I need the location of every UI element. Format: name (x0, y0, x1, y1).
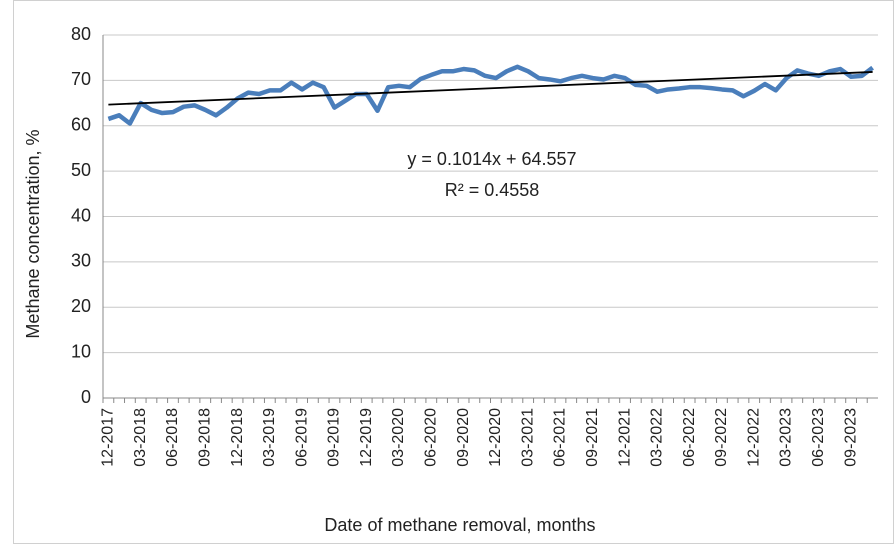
x-tick-label: 06-2021 (552, 408, 569, 467)
y-tick-label: 10 (71, 341, 91, 361)
x-tick-label: 12-2021 (616, 408, 633, 467)
x-tick-label: 03-2020 (390, 408, 407, 467)
y-tick-label: 50 (71, 160, 91, 180)
x-tick-label: 03-2018 (132, 408, 149, 467)
data-line (107, 64, 874, 126)
chart-border (13, 0, 894, 544)
x-tick-label: 12-2018 (229, 408, 246, 467)
x-tick-label: 09-2022 (713, 408, 730, 467)
x-tick-label: 09-2023 (842, 408, 859, 467)
y-tick-label: 80 (71, 24, 91, 44)
x-tick-label: 09-2019 (326, 408, 343, 467)
y-tick-label: 40 (71, 205, 91, 225)
x-tick-label: 09-2020 (455, 408, 472, 467)
trend-r2: R² = 0.4558 (445, 180, 540, 200)
x-tick-label: 09-2021 (584, 408, 601, 467)
x-tick-label: 09-2018 (196, 408, 213, 467)
y-tick-label: 20 (71, 296, 91, 316)
x-tick-label: 12-2017 (100, 408, 117, 467)
y-tick-label: 60 (71, 115, 91, 135)
x-tick-label: 06-2020 (423, 408, 440, 467)
y-tick-label: 0 (81, 387, 91, 407)
trend-line (108, 71, 873, 106)
x-tick-label: 12-2020 (487, 408, 504, 467)
trend-equation: y = 0.1014x + 64.557 (407, 149, 576, 169)
x-tick-label: 03-2021 (519, 408, 536, 467)
x-tick-label: 06-2023 (810, 408, 827, 467)
x-tick-label: 06-2022 (681, 408, 698, 467)
x-tick-label: 03-2019 (261, 408, 278, 467)
x-tick-label: 03-2023 (778, 408, 795, 467)
x-tick-label: 03-2022 (649, 408, 666, 467)
x-tick-label: 06-2019 (293, 408, 310, 467)
y-tick-label: 70 (71, 69, 91, 89)
y-axis-title: Methane concentration, % (23, 129, 43, 338)
x-tick-label: 06-2018 (164, 408, 181, 467)
y-tick-label: 30 (71, 251, 91, 271)
x-axis-title: Date of methane removal, months (324, 515, 595, 535)
x-tick-label: 12-2019 (358, 408, 375, 467)
x-tick-label: 12-2022 (745, 408, 762, 467)
